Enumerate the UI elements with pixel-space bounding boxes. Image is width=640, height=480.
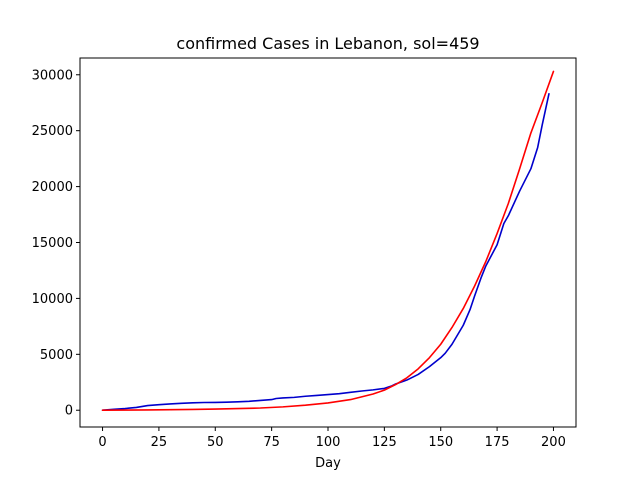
x-tick: 50 — [207, 427, 224, 450]
x-tick: 125 — [372, 427, 397, 450]
x-tick: 150 — [428, 427, 453, 450]
y-tick-label: 15000 — [32, 236, 73, 251]
x-tick-label: 75 — [263, 435, 280, 450]
y-tick: 30000 — [32, 68, 80, 83]
y-tick-label: 20000 — [32, 180, 73, 195]
y-tick-label: 30000 — [32, 68, 73, 83]
x-tick-label: 200 — [541, 435, 566, 450]
y-tick-label: 0 — [65, 404, 73, 419]
y-tick: 15000 — [32, 236, 80, 251]
y-tick: 25000 — [32, 124, 80, 139]
x-tick-label: 50 — [207, 435, 224, 450]
x-tick: 175 — [485, 427, 510, 450]
y-axis-ticks: 0 5000 10000 15000 20000 25000 30000 — [32, 68, 80, 419]
y-tick: 20000 — [32, 180, 80, 195]
x-tick-label: 25 — [151, 435, 168, 450]
x-tick-label: 125 — [372, 435, 397, 450]
x-axis-title: Day — [315, 456, 341, 471]
y-tick: 5000 — [40, 348, 80, 363]
y-tick-label: 5000 — [40, 348, 73, 363]
plot-frame — [79, 57, 577, 428]
x-tick-label: 150 — [428, 435, 453, 450]
x-tick-label: 175 — [485, 435, 510, 450]
x-tick-label: 100 — [316, 435, 341, 450]
y-tick-label: 10000 — [32, 292, 73, 307]
x-tick: 75 — [263, 427, 280, 450]
x-tick-label: 0 — [98, 435, 106, 450]
x-axis-ticks: 0 25 50 75 100 125 150 175 200 — [98, 427, 566, 450]
x-tick: 200 — [541, 427, 566, 450]
y-tick-label: 25000 — [32, 124, 73, 139]
y-tick: 0 — [65, 404, 80, 419]
y-tick: 10000 — [32, 292, 80, 307]
x-tick: 25 — [151, 427, 168, 450]
fitted-curve-line — [101, 70, 555, 412]
confirmed-cases-line — [101, 92, 550, 412]
chart-title: confirmed Cases in Lebanon, sol=459 — [176, 34, 479, 53]
plot-series — [101, 70, 555, 412]
x-tick: 0 — [98, 427, 107, 450]
x-tick: 100 — [316, 427, 341, 450]
